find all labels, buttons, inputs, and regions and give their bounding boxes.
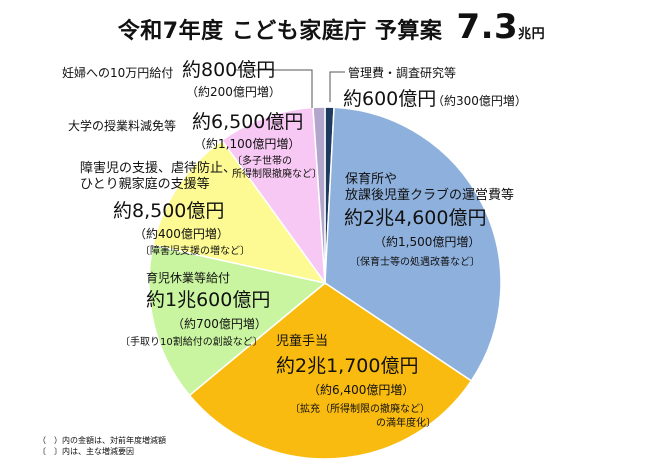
pie-slice xyxy=(220,106,326,286)
label-hoiku-reason: 〔保育士等の処遇改善など〕 xyxy=(350,257,480,268)
leader-line xyxy=(235,69,313,108)
label-hoiku-change: （約1,500億円増） xyxy=(374,235,481,249)
label-daigaku-change: （約1,100億円増） xyxy=(194,137,301,151)
label-ikuji-change: （約700億円増） xyxy=(172,317,267,331)
label-hoiku-amount: 約2兆4,600億円 xyxy=(344,207,487,229)
leader-line xyxy=(329,71,345,102)
label-ninpu-amount: 約800億円 xyxy=(182,59,276,81)
label-shogai-reason: 〔障害児支援の増など〕 xyxy=(140,246,250,257)
label-shogai-name-1: 障害児の支援、虐待防止、 xyxy=(80,161,237,176)
pie-slice xyxy=(152,139,327,285)
label-ninpu-name: 妊婦への10万円給付 xyxy=(62,66,174,80)
note-brackets: 〔 〕内は、主な増減要因 xyxy=(38,447,134,456)
pie-slice xyxy=(188,282,473,460)
label-ikuji-name: 育児休業等給付 xyxy=(146,271,231,285)
label-jido-reason-2: の満年度化〕 xyxy=(376,418,436,429)
chart-title: 令和7年度 こども家庭庁 予算案 7.3兆円 xyxy=(117,7,546,47)
label-shogai-change: （約400億円増） xyxy=(134,227,229,241)
label-hoiku-name-1: 保育所や xyxy=(345,172,398,187)
label-kanri-name: 管理費・調査研究等 xyxy=(348,66,457,80)
label-jido-amount: 約2兆1,700億円 xyxy=(276,355,419,377)
label-hoiku-name-2: 放課後児童クラブの運営費等 xyxy=(345,188,515,203)
note-parentheses: （ ）内の金額は、対前年度増減額 xyxy=(38,436,166,445)
label-shogai-name-2: ひとり親家庭の支援等 xyxy=(80,177,210,192)
label-kanri-change: （約300億円増） xyxy=(432,94,527,108)
pie-slice xyxy=(324,106,502,382)
label-ikuji-amount: 約1兆600億円 xyxy=(146,289,271,311)
label-ninpu-change: （約200億円増） xyxy=(186,85,281,99)
label-jido-name: 児童手当 xyxy=(276,334,329,349)
label-ikuji-reason: 〔手取り10割給付の創設など〕 xyxy=(120,337,263,348)
pie-slice xyxy=(148,244,327,397)
label-jido-change: （約6,400億円増） xyxy=(308,383,415,397)
label-jido-reason-1: 〔拡充（所得制限の撤廃など） xyxy=(290,404,430,415)
label-kanri-amount: 約600億円 xyxy=(343,88,437,110)
label-daigaku-name: 大学の授業料減免等 xyxy=(68,119,177,133)
label-daigaku-reason-1: 〔多子世帯の xyxy=(232,156,292,167)
label-shogai-amount: 約8,500億円 xyxy=(113,200,225,222)
label-daigaku-reason-2: 所得制限撤廃など〕 xyxy=(232,169,322,180)
pie-slice xyxy=(312,106,326,284)
label-daigaku-amount: 約6,500億円 xyxy=(192,111,304,133)
